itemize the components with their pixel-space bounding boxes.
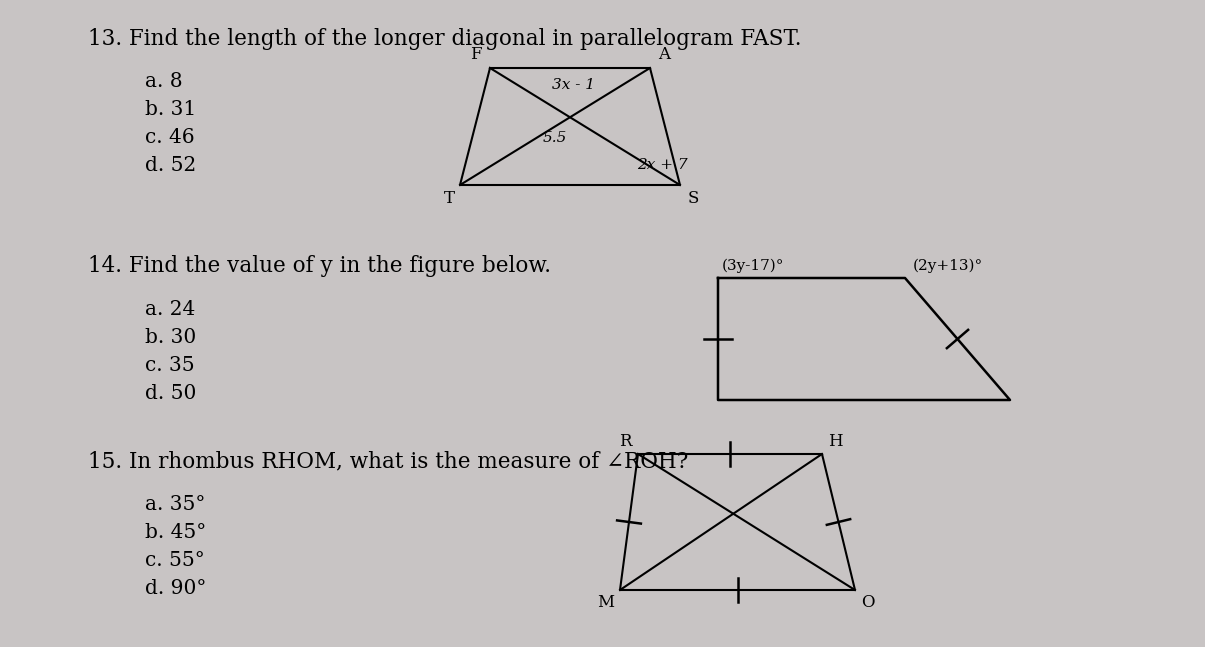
- Text: 15. In rhombus RHOM, what is the measure of ∠ROH?: 15. In rhombus RHOM, what is the measure…: [88, 450, 688, 472]
- Text: M: M: [596, 594, 615, 611]
- Text: d. 90°: d. 90°: [145, 579, 206, 598]
- Text: (3y-17)°: (3y-17)°: [722, 259, 784, 273]
- Text: c. 55°: c. 55°: [145, 551, 205, 570]
- Text: F: F: [470, 46, 482, 63]
- Text: R: R: [619, 433, 631, 450]
- Text: b. 31: b. 31: [145, 100, 196, 119]
- Text: a. 35°: a. 35°: [145, 495, 205, 514]
- Text: O: O: [862, 594, 875, 611]
- Text: c. 35: c. 35: [145, 356, 195, 375]
- Text: a. 8: a. 8: [145, 72, 183, 91]
- Text: (2y+13)°: (2y+13)°: [913, 259, 983, 273]
- Text: 3x - 1: 3x - 1: [553, 78, 595, 93]
- Text: 2x + 7: 2x + 7: [637, 158, 688, 171]
- Text: 14. Find the value of y in the figure below.: 14. Find the value of y in the figure be…: [88, 255, 551, 277]
- Text: 13. Find the length of the longer diagonal in parallelogram FAST.: 13. Find the length of the longer diagon…: [88, 28, 801, 50]
- Text: b. 30: b. 30: [145, 328, 196, 347]
- Text: c. 46: c. 46: [145, 128, 195, 147]
- Text: a. 24: a. 24: [145, 300, 195, 319]
- Text: b. 45°: b. 45°: [145, 523, 206, 542]
- Text: A: A: [658, 46, 670, 63]
- Text: 5.5: 5.5: [542, 131, 568, 146]
- Text: d. 52: d. 52: [145, 156, 196, 175]
- Text: S: S: [688, 190, 699, 207]
- Text: T: T: [443, 190, 455, 207]
- Text: H: H: [828, 433, 842, 450]
- Text: d. 50: d. 50: [145, 384, 196, 403]
